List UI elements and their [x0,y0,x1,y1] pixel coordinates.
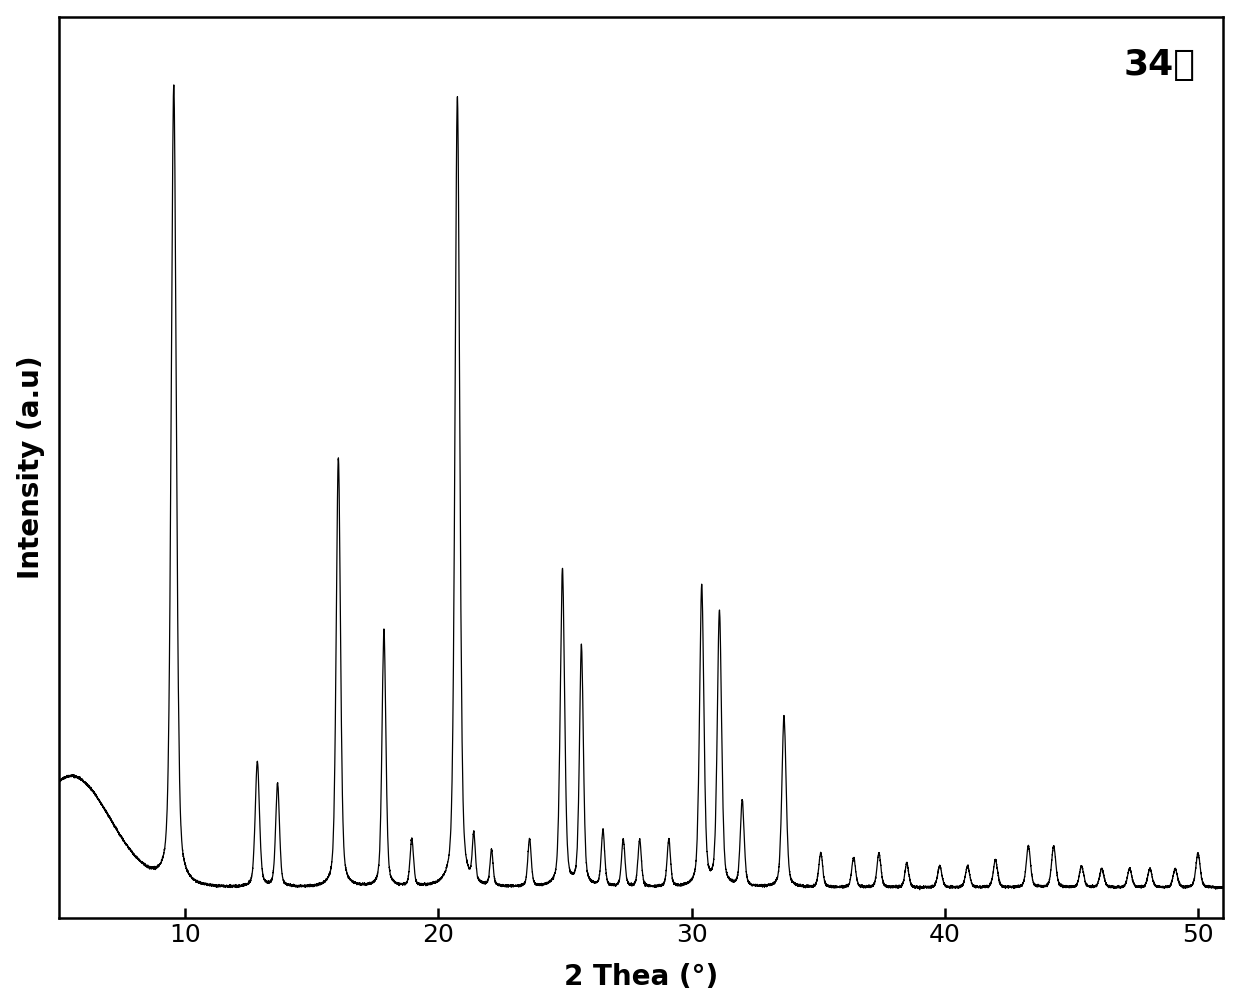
X-axis label: 2 Thea (°): 2 Thea (°) [564,964,718,991]
Text: 34号: 34号 [1123,48,1195,83]
Y-axis label: Intensity (a.u): Intensity (a.u) [16,356,45,579]
